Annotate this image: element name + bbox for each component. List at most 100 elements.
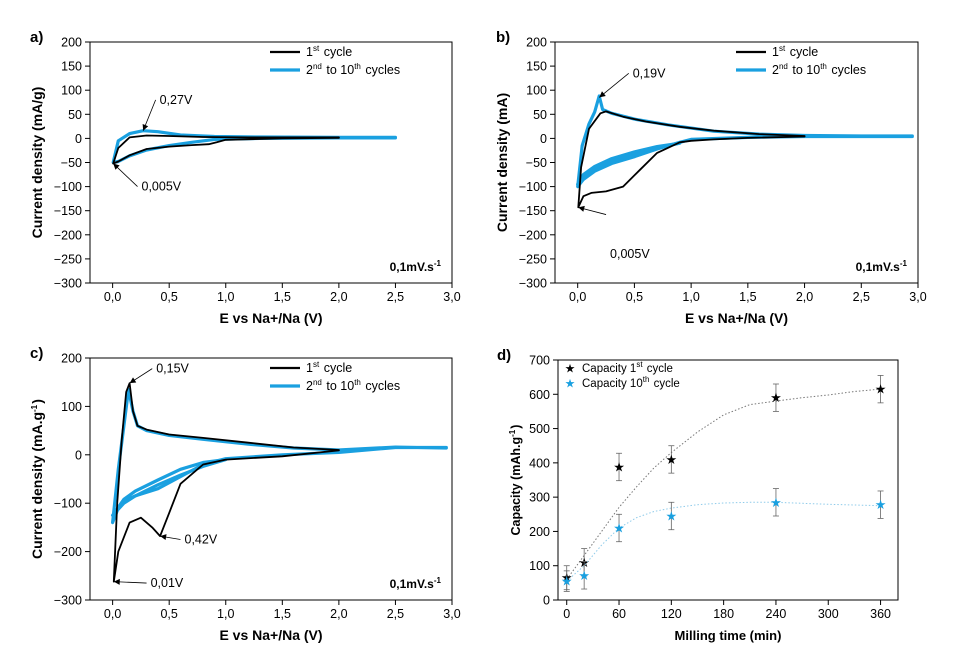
legend-label: Capacity 10th cycle (582, 375, 680, 390)
x-tick-label: 1,0 (217, 607, 234, 621)
annotation-arrowhead (142, 124, 149, 131)
panel-letter: b) (496, 29, 510, 46)
y-tick-label: −200 (54, 545, 82, 559)
y-tick-label: 200 (61, 36, 82, 50)
annotation-arrowhead (113, 163, 120, 170)
panel-a-chart: a) 0,0 0,5 1,0 1,5 2,0 2,5 3,0 −300 −250 −200 −150 −… (29, 29, 461, 326)
x-tick-label: 3,0 (909, 290, 926, 304)
x-axis-label: E vs Na+/Na (V) (219, 627, 322, 643)
y-axis-label: Current density (mA/g) (29, 87, 45, 239)
x-tick-label: 0,0 (104, 290, 121, 304)
x-tick-label: 0,0 (104, 607, 121, 621)
annotation-arrowhead (129, 377, 137, 384)
x-tick-label: 3,0 (443, 290, 460, 304)
y-tick-label: 400 (529, 456, 550, 470)
x-axis-label: Milling time (min) (675, 628, 782, 643)
axes-frame (89, 41, 453, 284)
annotation-label: 0,42V (185, 533, 218, 547)
y-tick-label: 100 (529, 559, 550, 573)
cycles-2-10-curve (111, 458, 228, 517)
y-axis-label: Current density (mA.g-1 ) (29, 399, 45, 559)
x-tick-label: 0,0 (569, 290, 586, 304)
scan-rate-label: 0,1mV.s-1 (390, 576, 442, 591)
x-tick-label: 2,5 (387, 607, 404, 621)
x-tick-label: 60 (612, 607, 626, 621)
annotation-label: 0,005V (610, 247, 650, 261)
y-tick-label: 0 (75, 448, 82, 462)
y-tick-label: 150 (526, 60, 547, 74)
y-tick-label: −300 (54, 277, 82, 291)
x-tick-label: 1,5 (739, 290, 756, 304)
x-tick-label: 120 (661, 607, 682, 621)
annotation-label: 0,01V (151, 576, 184, 590)
y-tick-label: −50 (526, 156, 547, 170)
panel-letter: d) (497, 347, 511, 364)
y-tick-label: −250 (519, 252, 547, 266)
y-tick-label: −300 (519, 277, 547, 291)
y-tick-label: 100 (61, 400, 82, 414)
data-point-star: ★ (561, 574, 573, 589)
x-tick-label: 1,0 (217, 290, 234, 304)
annotation-arrow (598, 73, 629, 98)
x-tick-label: 3,0 (443, 607, 460, 621)
y-tick-label: −100 (54, 497, 82, 511)
annotation-arrowhead (160, 534, 167, 541)
annotation-arrowhead (113, 578, 120, 585)
annotation-label: 0,19V (633, 66, 666, 80)
data-point-star: ★ (770, 495, 782, 510)
data-point-star: ★ (613, 459, 625, 474)
fit-line (566, 388, 881, 580)
y-tick-label: 700 (529, 354, 550, 368)
x-tick-label: 0,5 (160, 607, 177, 621)
y-tick-label: 200 (61, 352, 82, 366)
x-tick-label: 240 (766, 607, 787, 621)
y-tick-label: 600 (529, 388, 550, 402)
x-tick-label: 2,0 (330, 607, 347, 621)
panel-letter: a) (30, 29, 43, 46)
y-tick-label: 50 (68, 108, 82, 122)
y-axis-label: Current density (mA) (494, 93, 510, 232)
y-axis-label: Capacity (mAh.g-1 ) (508, 425, 523, 536)
x-tick-label: 180 (713, 607, 734, 621)
legend-label: 2nd to 10th cycles (306, 378, 400, 393)
x-tick-label: 2,5 (853, 290, 870, 304)
y-tick-label: 100 (526, 84, 547, 98)
y-tick-label: 150 (61, 60, 82, 74)
legend-label: 1st cycle (772, 44, 818, 59)
panel-c-chart: c) 0,0 0,5 1,0 1,5 2,0 2,5 3,0 −300 −200 −100 0 100 2… (29, 345, 461, 643)
fit-line (566, 501, 881, 582)
x-tick-label: 2,0 (330, 290, 347, 304)
x-tick-label: 0,5 (160, 290, 177, 304)
annotation-label: 0,27V (160, 93, 193, 107)
x-axis-label: E vs Na+/Na (V) (219, 310, 322, 326)
x-tick-label: 360 (870, 607, 891, 621)
data-point-star: ★ (770, 390, 782, 405)
y-tick-label: 200 (526, 36, 547, 50)
first-cycle-curve (112, 382, 340, 583)
legend-star: ★ (565, 362, 576, 376)
annotation-label: 0,15V (156, 362, 189, 376)
y-tick-label: 0 (540, 132, 547, 146)
legend-label: Capacity 1st cycle (582, 360, 673, 375)
x-axis-label: E vs Na+/Na (V) (685, 310, 788, 326)
legend-label: 1st cycle (306, 44, 352, 59)
panel-d-chart: d) 0 60 120 180 240 300 360 0 100 200 300 400 500 600 7… (497, 347, 899, 643)
x-tick-label: 2,0 (796, 290, 813, 304)
scan-rate-label: 0,1mV.s-1 (390, 259, 442, 274)
legend-label: 1st cycle (306, 360, 352, 375)
x-tick-label: 1,5 (274, 290, 291, 304)
legend-star: ★ (565, 377, 576, 391)
x-tick-label: 300 (818, 607, 839, 621)
y-tick-label: 100 (61, 84, 82, 98)
y-tick-label: −300 (54, 594, 82, 608)
y-tick-label: −150 (54, 204, 82, 218)
panel-letter: c) (30, 345, 43, 362)
x-tick-label: 2,5 (387, 290, 404, 304)
data-point-star: ★ (578, 568, 590, 583)
legend-label: 2nd to 10th cycles (772, 62, 866, 77)
x-tick-label: 0 (563, 607, 570, 621)
y-tick-label: −100 (519, 180, 547, 194)
y-tick-label: 0 (75, 132, 82, 146)
data-point-star: ★ (875, 382, 887, 397)
data-point-star: ★ (666, 509, 678, 524)
